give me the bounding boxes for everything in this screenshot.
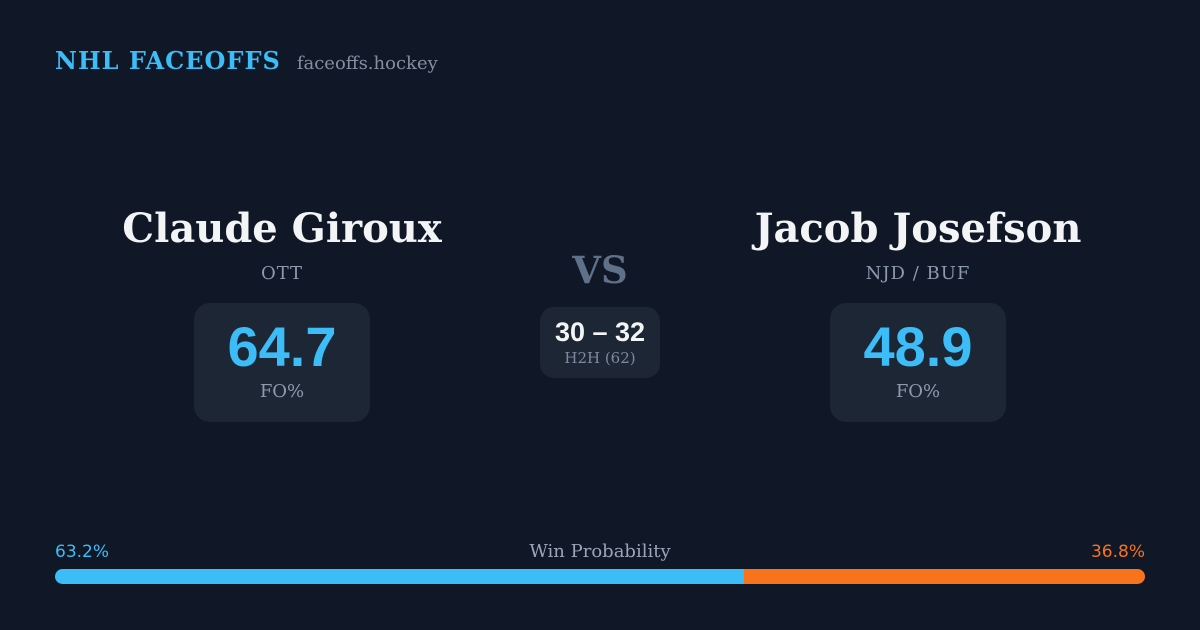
- player-left-stat-card: 64.7 FO%: [194, 303, 370, 422]
- win-prob-bar: [55, 569, 1145, 584]
- header: NHL FACEOFFS faceoffs.hockey: [55, 46, 438, 75]
- win-prob-left-pct: 63.2%: [55, 542, 110, 562]
- player-right-column: Jacob Josefson NJD / BUF 48.9 FO%: [733, 205, 1103, 422]
- player-right-name: Jacob Josefson: [754, 205, 1082, 252]
- win-prob-title: Win Probability: [529, 541, 671, 562]
- vs-label: VS: [572, 248, 628, 292]
- player-right-stat-value: 48.9: [863, 315, 973, 378]
- player-left-team: OTT: [260, 263, 304, 284]
- win-prob-bar-right: [743, 569, 1145, 584]
- h2h-card: 30 – 32 H2H (62): [540, 307, 660, 378]
- brand-title: NHL FACEOFFS: [55, 46, 281, 75]
- player-left-name: Claude Giroux: [122, 205, 442, 252]
- matchup-center-column: VS 30 – 32 H2H (62): [515, 250, 685, 378]
- player-left-stat-label: FO%: [259, 381, 305, 402]
- player-right-stat-card: 48.9 FO%: [830, 303, 1006, 422]
- win-prob-bar-left: [55, 569, 744, 584]
- player-left-column: Claude Giroux OTT 64.7 FO%: [97, 205, 467, 422]
- site-domain: faceoffs.hockey: [296, 53, 438, 74]
- player-right-stat-label: FO%: [895, 381, 941, 402]
- win-prob-labels: 63.2% Win Probability 36.8%: [55, 541, 1145, 563]
- win-prob-right-pct: 36.8%: [1090, 542, 1145, 562]
- player-right-team: NJD / BUF: [865, 263, 971, 284]
- h2h-score: 30 – 32: [554, 317, 646, 347]
- h2h-label: H2H (62): [564, 349, 636, 367]
- player-left-stat-value: 64.7: [227, 315, 337, 378]
